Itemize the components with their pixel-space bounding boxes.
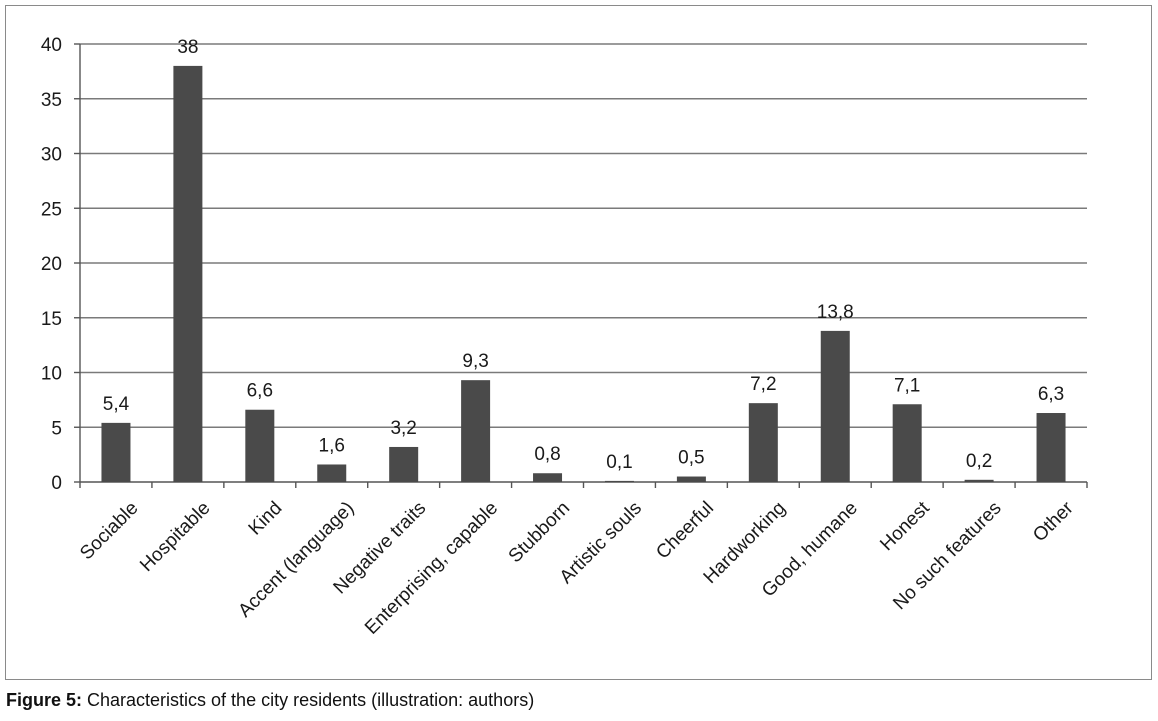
bar: [317, 464, 347, 482]
bar: [892, 404, 922, 482]
bar: [533, 473, 563, 482]
data-label: 38: [177, 37, 198, 58]
y-tick-label: 0: [51, 473, 62, 494]
category-label: Enterprising, capable: [361, 498, 502, 639]
data-label: 6,6: [247, 381, 273, 402]
category-label: Honest: [876, 497, 934, 555]
figure-caption: Figure 5: Characteristics of the city re…: [6, 690, 534, 711]
bar: [245, 409, 275, 482]
data-label: 3,2: [390, 418, 416, 439]
category-label: Cheerful: [652, 498, 718, 564]
data-label: 9,3: [462, 351, 488, 372]
y-tick-label: 20: [41, 254, 62, 275]
y-tick-label: 30: [41, 145, 62, 166]
data-label: 5,4: [103, 394, 130, 415]
category-label: Other: [1029, 497, 1078, 546]
caption-label: Figure 5:: [6, 690, 83, 710]
y-tick-label: 35: [41, 90, 62, 111]
category-label: Kind: [245, 498, 287, 540]
category-label: Stubborn: [505, 498, 574, 567]
bar: [676, 476, 706, 482]
data-label: 6,3: [1038, 384, 1064, 405]
y-tick-label: 5: [51, 418, 62, 439]
category-label: Hospitable: [136, 498, 214, 576]
caption-text: Characteristics of the city residents (i…: [82, 690, 535, 710]
data-label: 0,8: [534, 444, 560, 465]
bar: [1036, 413, 1066, 482]
bar: [389, 446, 419, 482]
y-tick-label: 10: [41, 364, 62, 385]
data-label: 0,1: [606, 452, 632, 473]
y-tick-label: 40: [41, 35, 62, 56]
y-tick-label: 25: [41, 199, 62, 220]
category-label: Sociable: [76, 498, 142, 564]
data-label: 13,8: [817, 302, 854, 323]
data-label: 0,5: [678, 448, 704, 469]
bar: [604, 480, 634, 482]
data-label: 0,2: [966, 451, 992, 472]
bar: [964, 479, 994, 482]
bar: [101, 422, 131, 482]
data-label: 7,1: [894, 375, 920, 396]
bar-chart: 0 5 10 15 20 25 30 35 40 5,4 Sociable 38 Hospitable 6…: [41, 35, 1088, 639]
bar: [820, 330, 850, 482]
y-tick-label: 15: [41, 309, 62, 330]
bar: [461, 380, 491, 482]
bar: [173, 65, 203, 483]
data-label: 7,2: [750, 374, 776, 395]
bar: [748, 403, 778, 482]
data-label: 1,6: [319, 435, 345, 456]
